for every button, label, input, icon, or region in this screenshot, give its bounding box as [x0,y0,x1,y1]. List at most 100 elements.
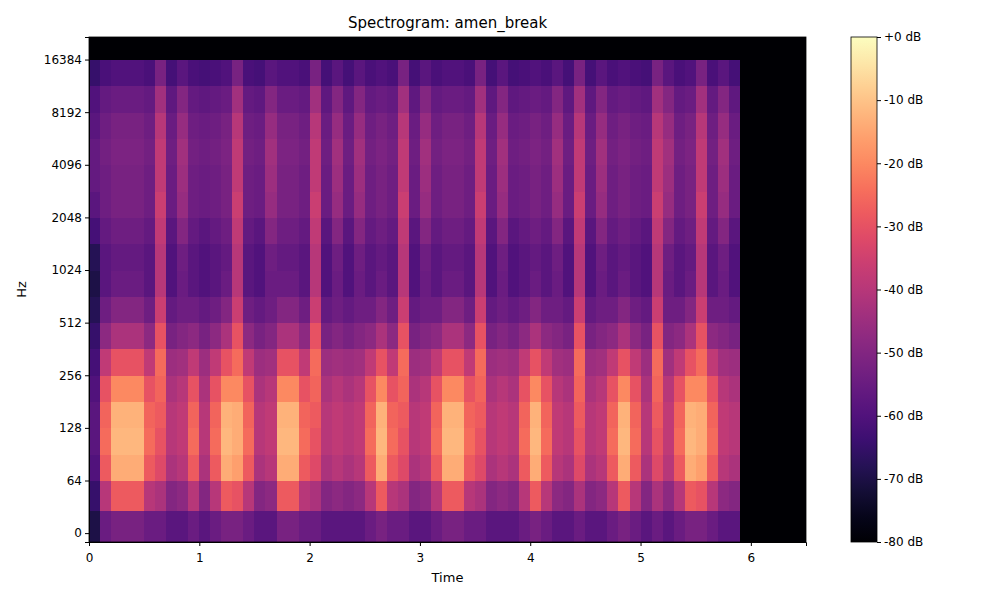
cell [188,165,200,192]
cell [607,138,619,165]
tick: 128 [59,421,89,435]
cell [188,296,200,323]
cell [762,244,774,271]
cell [188,511,200,542]
cell [155,349,167,376]
cell [254,244,266,271]
cell [497,296,509,323]
cell [696,428,708,455]
cell [321,138,333,165]
cell [729,60,741,87]
cell [718,375,730,402]
cell [354,481,366,512]
cell [707,60,719,87]
cell [729,165,741,192]
cell [321,37,333,60]
cell [773,60,785,87]
cell [321,511,333,542]
cell [442,375,454,402]
cell [431,60,443,87]
cell [773,323,785,350]
cell [166,428,178,455]
cell [232,270,244,297]
cell [376,375,388,402]
cell [254,402,266,429]
cell [696,244,708,271]
cell [574,481,586,512]
cell [740,244,752,271]
cell [784,165,796,192]
cell [166,60,178,87]
cell [574,60,586,87]
cell [674,244,686,271]
colorbar-axis: +0 dB-10 dB-20 dB-30 dB-40 dB-50 dB-60 d… [877,30,923,549]
cell [365,86,377,113]
cell [475,165,487,192]
cell [641,375,653,402]
cell [486,244,498,271]
cell [718,323,730,350]
cell [265,270,277,297]
plot-frame [89,37,806,542]
cell [718,86,730,113]
cell [122,349,134,376]
cell [420,60,432,87]
tick-label: 0 [86,551,94,565]
cell [784,455,796,481]
cell [442,217,454,244]
cell [552,60,564,87]
cell [332,217,344,244]
cell [365,138,377,165]
cell [541,217,553,244]
cell [210,428,222,455]
cell [762,511,774,542]
cell [618,481,630,512]
axis-line [878,38,882,543]
cell [453,455,465,481]
tick-mark [199,542,200,546]
cell [552,375,564,402]
cell [177,428,189,455]
cell [740,37,752,60]
cell [354,428,366,455]
cell [321,112,333,139]
cell [89,511,101,542]
cell [354,455,366,481]
cell [563,60,575,87]
cell [784,296,796,323]
cell [486,375,498,402]
cell [630,270,642,297]
cell [696,323,708,350]
cell [210,217,222,244]
cell [652,481,664,512]
cell [663,375,675,402]
cell [497,138,509,165]
cell [409,428,421,455]
cell [773,375,785,402]
cell [89,349,101,376]
cell [133,402,145,429]
cell [166,244,178,271]
cell [332,112,344,139]
cell [475,375,487,402]
cell [442,296,454,323]
cell [288,402,300,429]
cell [530,86,542,113]
cell [100,138,112,165]
cell [265,323,277,350]
cell [354,165,366,192]
cell [508,37,520,60]
cell [453,402,465,429]
cell [332,428,344,455]
cell [177,296,189,323]
cell [641,60,653,87]
cell [365,191,377,218]
cell [453,191,465,218]
cell [486,86,498,113]
cell [762,323,774,350]
cell [696,165,708,192]
cell [409,60,421,87]
cell [607,217,619,244]
cell [519,349,531,376]
cell [310,60,322,87]
